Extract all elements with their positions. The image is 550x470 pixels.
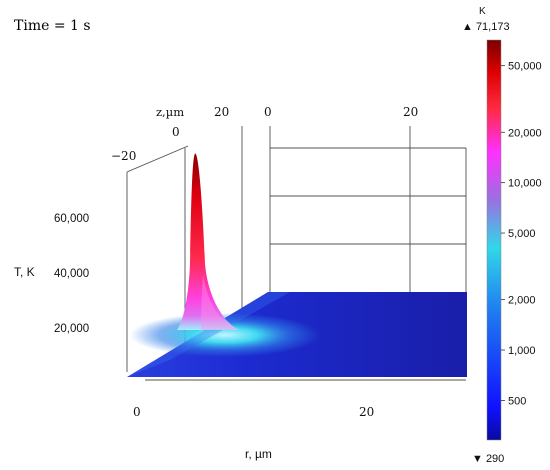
t-tick-2: 60,000 xyxy=(54,213,89,225)
temperature-peak xyxy=(177,153,239,330)
colorbar-min-label: ▼ 290 xyxy=(472,453,504,465)
colorbar-tick-4: 2,000 xyxy=(508,295,536,307)
z-tick-left-1: 0 xyxy=(172,125,180,139)
colorbar-unit: K xyxy=(479,6,486,17)
colorbar-max-label: ▲ 71,173 xyxy=(462,21,510,33)
surface-hotspot xyxy=(130,313,320,357)
z-tick-left-2: 20 xyxy=(214,105,229,119)
r-tick-1: 20 xyxy=(359,405,374,419)
time-label: Time = 1 s xyxy=(14,18,91,34)
t-axis-ticks: 20,000 40,000 60,000 xyxy=(54,213,89,335)
colorbar-ticks: 50,000 20,000 10,000 5,000 2,000 1,000 500 xyxy=(501,61,542,407)
z-tick-right-0: 0 xyxy=(264,105,272,119)
z-tick-right-1: 20 xyxy=(403,105,418,119)
colorbar-tick-1: 20,000 xyxy=(508,127,542,139)
colorbar-tick-3: 5,000 xyxy=(508,228,536,240)
r-axis-label: r, µm xyxy=(245,447,272,461)
z-tick-left-0: −20 xyxy=(111,149,136,163)
colorbar-tick-5: 1,000 xyxy=(508,345,536,357)
t-tick-1: 40,000 xyxy=(54,268,89,280)
t-tick-0: 20,000 xyxy=(54,323,89,335)
colorbar-tick-2: 10,000 xyxy=(508,178,542,190)
t-axis-label: T, K xyxy=(14,265,35,279)
r-tick-0: 0 xyxy=(133,405,141,419)
grid-lines xyxy=(126,126,467,381)
colorbar xyxy=(486,39,502,441)
colorbar-tick-6: 500 xyxy=(508,395,526,407)
colorbar-tick-0: 50,000 xyxy=(508,61,542,73)
z-axis-label: z,µm xyxy=(156,105,184,119)
